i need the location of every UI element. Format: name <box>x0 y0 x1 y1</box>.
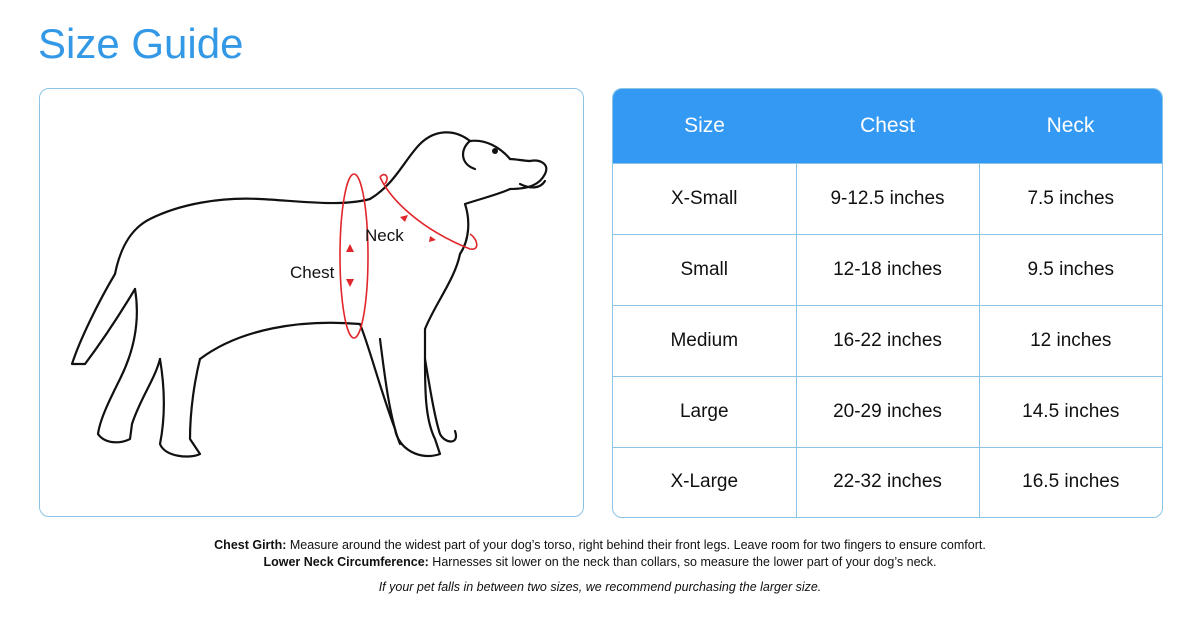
neck-cell: 7.5 inches <box>978 163 1162 235</box>
table-row: X-Small 9-12.5 inches 7.5 inches <box>613 163 1162 235</box>
sizing-tip: If your pet falls in between two sizes, … <box>378 580 822 594</box>
neck-note: Lower Neck Circumference: Harnesses sit … <box>0 554 1200 571</box>
header-size: Size <box>613 89 796 164</box>
chest-cell: 12-18 inches <box>795 233 980 306</box>
table-row: Small 12-18 inches 9.5 inches <box>613 233 1162 306</box>
dog-measurement-illustration: Chest Neck <box>39 88 584 517</box>
neck-cell: 14.5 inches <box>978 375 1162 448</box>
neck-text: Harnesses sit lower on the neck than col… <box>428 555 937 569</box>
header-chest: Chest <box>796 89 979 164</box>
measurement-notes: Chest Girth: Measure around the widest p… <box>0 537 1200 571</box>
header-neck: Neck <box>979 89 1162 164</box>
chest-girth-text: Measure around the widest part of your d… <box>286 538 986 552</box>
chest-cell: 16-22 inches <box>795 304 980 377</box>
chest-girth-note: Chest Girth: Measure around the widest p… <box>0 537 1200 554</box>
chest-girth-term: Chest Girth: <box>214 538 287 552</box>
table-row: Large 20-29 inches 14.5 inches <box>613 375 1162 448</box>
size-cell: X-Large <box>613 446 797 517</box>
chest-label: Chest <box>290 263 335 282</box>
neck-cell: 12 inches <box>978 304 1162 377</box>
size-cell: Medium <box>613 304 797 377</box>
size-cell: X-Small <box>613 163 797 235</box>
chest-cell: 22-32 inches <box>795 446 980 517</box>
size-cell: Small <box>613 233 797 306</box>
dog-outline-icon <box>70 131 548 458</box>
table-header-row: Size Chest Neck <box>613 89 1162 164</box>
neck-cell: 9.5 inches <box>978 233 1162 306</box>
neck-term: Lower Neck Circumference: <box>263 555 429 569</box>
size-cell: Large <box>613 375 797 448</box>
table-row: Medium 16-22 inches 12 inches <box>613 304 1162 377</box>
chest-cell: 9-12.5 inches <box>795 163 980 235</box>
table-row: X-Large 22-32 inches 16.5 inches <box>613 446 1162 517</box>
page-title: Size Guide <box>38 20 244 67</box>
size-table: Size Chest Neck X-Small 9-12.5 inches 7.5 … <box>612 88 1163 518</box>
chest-cell: 20-29 inches <box>795 375 980 448</box>
neck-label: Neck <box>365 226 404 245</box>
neck-cell: 16.5 inches <box>978 446 1162 517</box>
